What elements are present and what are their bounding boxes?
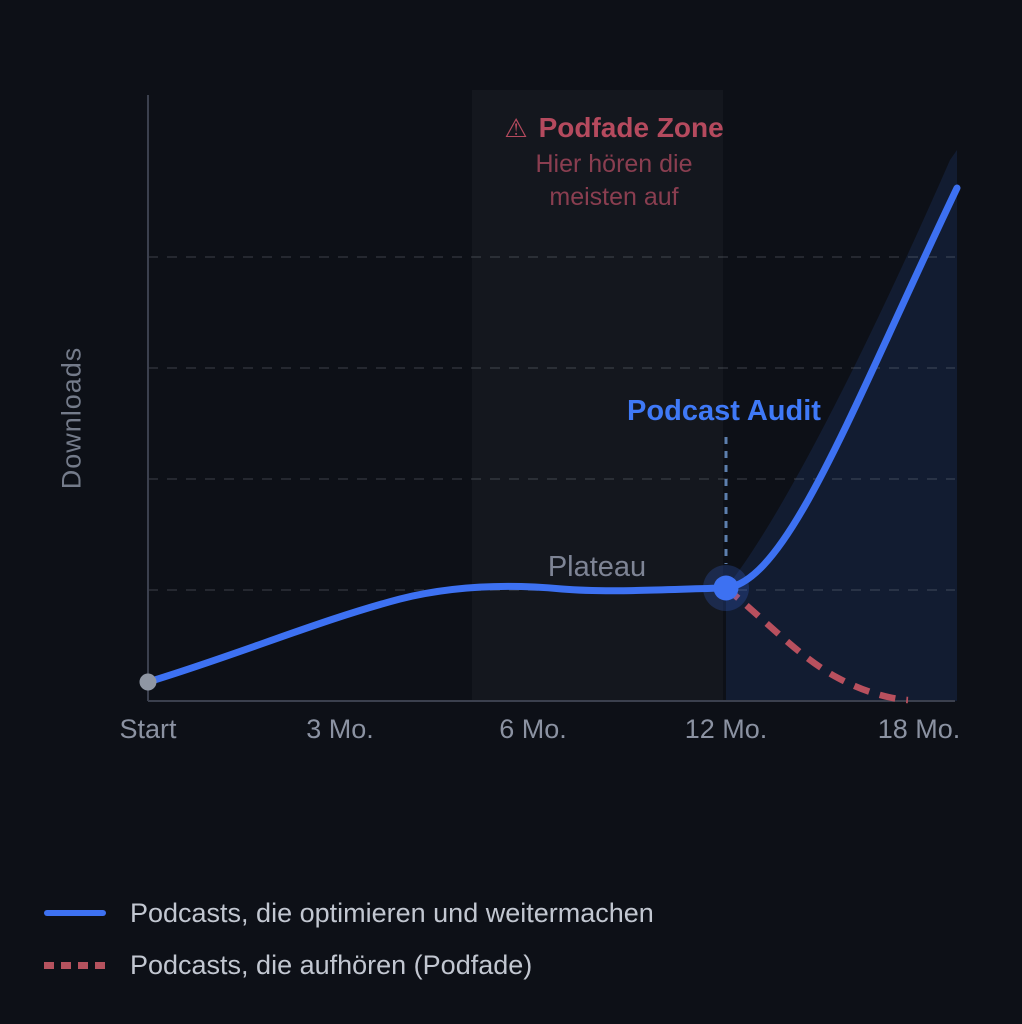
legend-swatch-solid-blue bbox=[44, 910, 106, 916]
x-tick-6mo: 6 Mo. bbox=[499, 714, 567, 744]
y-axis-title: Downloads bbox=[56, 346, 87, 490]
x-tick-12mo: 12 Mo. bbox=[684, 714, 768, 744]
podfade-zone-subtitle-line2: meisten auf bbox=[549, 183, 679, 211]
x-tick-18mo: 18 Mo. bbox=[877, 714, 961, 744]
x-tick-start: Start bbox=[119, 714, 177, 744]
podfade-line bbox=[723, 585, 909, 704]
legend: Podcasts, die optimieren und weitermache… bbox=[44, 889, 654, 989]
legend-label-podfade: Podcasts, die aufhören (Podfade) bbox=[130, 949, 533, 980]
legend-item-optimize: Podcasts, die optimieren und weitermache… bbox=[44, 889, 654, 937]
start-point bbox=[139, 673, 157, 691]
solid-line-swatch-icon bbox=[44, 910, 106, 916]
x-tick-3mo: 3 Mo. bbox=[306, 714, 374, 744]
warning-triangle-icon: ⚠ bbox=[504, 112, 528, 143]
podfade-zone-subtitle-line1: Hier hören die bbox=[535, 150, 693, 178]
legend-label-optimize: Podcasts, die optimieren und weitermache… bbox=[130, 897, 654, 928]
podfade-zone-title: Podfade Zone bbox=[538, 112, 724, 143]
audit-point bbox=[713, 575, 739, 601]
growth-area-fill bbox=[726, 150, 957, 701]
podcast-audit-label: Podcast Audit bbox=[627, 395, 821, 427]
legend-swatch-dashed-red bbox=[44, 961, 106, 969]
podfade-zone-label: ⚠ Podfade Zone bbox=[504, 112, 723, 144]
legend-item-podfade: Podcasts, die aufhören (Podfade) bbox=[44, 941, 654, 989]
plateau-label: Plateau bbox=[547, 551, 647, 583]
dashed-line-swatch-icon bbox=[44, 961, 106, 969]
optimize-line bbox=[144, 184, 961, 686]
